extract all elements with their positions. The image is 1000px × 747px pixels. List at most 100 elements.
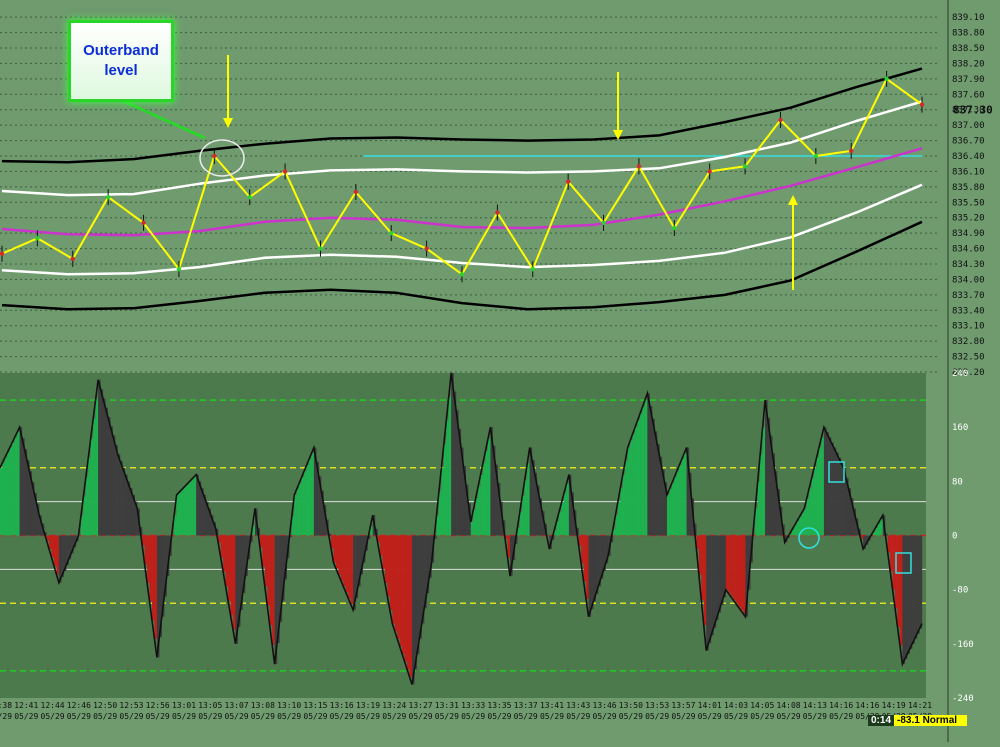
x-date-label: 05/29 (277, 712, 301, 721)
oscillator-bar (845, 477, 849, 536)
oscillator-bar (887, 535, 891, 553)
price-point (530, 266, 535, 272)
oscillator-bar (377, 535, 381, 543)
oscillator-bar (203, 494, 207, 536)
oscillator-bar (232, 535, 236, 630)
oscillator-bar (333, 535, 337, 563)
oscillator-bar (166, 535, 170, 577)
oscillator-bar (527, 463, 530, 536)
oscillator-bar (196, 474, 199, 536)
oscillator-bar (529, 447, 533, 536)
oscillator-bar (335, 535, 339, 569)
annotation-line1: Outerband (83, 42, 159, 59)
oscillator-bar (730, 535, 734, 597)
oscillator-bar (865, 535, 869, 545)
oscillator-bar (289, 535, 292, 538)
oscillator-bar (461, 447, 464, 536)
x-date-label: 05/29 (67, 712, 91, 721)
oscillator-bar (767, 417, 771, 536)
price-tick-label: 837.60 (952, 90, 985, 100)
x-time-label: 12:38 (0, 701, 12, 710)
oscillator-bar (912, 535, 915, 644)
oscillator-bar (796, 521, 800, 536)
x-time-label: 13:31 (435, 701, 459, 710)
price-point (70, 256, 75, 262)
price-tick-label: 832.80 (952, 337, 985, 347)
oscillator-bar (828, 437, 832, 536)
price-tick-label: 837.90 (952, 75, 985, 85)
oscillator-bar (698, 535, 702, 575)
oscillator-bar (789, 533, 793, 536)
oscillator-bar (34, 493, 37, 536)
x-date-label: 05/29 (698, 712, 722, 721)
x-date-label: 05/29 (645, 712, 669, 721)
oscillator-bar (277, 535, 280, 643)
oscillator-bar (304, 471, 307, 536)
x-time-label: 13:46 (593, 701, 617, 710)
price-tick-label: 837.00 (952, 121, 985, 131)
oscillator-bar (490, 427, 494, 536)
oscillator-bar (586, 535, 589, 599)
oscillator-bar (17, 432, 20, 536)
price-point (636, 164, 642, 169)
oscillator-bar (257, 527, 261, 536)
oscillator-bar (524, 479, 528, 536)
status-time: 0:14 (868, 714, 895, 726)
oscillator-bar (519, 511, 523, 536)
x-time-label: 14:08 (777, 701, 801, 710)
oscillator-bar (446, 420, 449, 536)
oscillator-bar (716, 535, 719, 621)
x-time-label: 13:37 (514, 701, 538, 710)
oscillator-bar (816, 457, 820, 536)
oscillator-bar (904, 535, 908, 660)
x-time-label: 13:57 (671, 701, 695, 710)
oscillator-bar (31, 482, 35, 536)
oscillator-bar (387, 535, 391, 597)
x-time-label: 14:16 (829, 701, 853, 710)
x-date-label: 05/29 (172, 712, 196, 721)
x-time-label: 13:05 (198, 701, 222, 710)
oscillator-bar (725, 535, 729, 590)
oscillator-bar (174, 515, 177, 536)
x-time-label: 13:01 (172, 701, 196, 710)
oscillator-bar (853, 508, 856, 536)
price-point (778, 117, 783, 123)
oscillator-bar (188, 482, 192, 536)
oscillator-bar (546, 535, 550, 537)
oscillator-bar (299, 483, 302, 536)
x-time-label: 13:41 (540, 701, 564, 710)
oscillator-bar (654, 431, 658, 536)
oscillator-bar (154, 535, 158, 639)
oscillator-bar (679, 465, 682, 536)
oscillator-bar (424, 535, 427, 609)
oscillator-bar (429, 535, 432, 578)
oscillator-bar (917, 535, 920, 634)
x-time-label: 13:43 (566, 701, 590, 710)
oscillator-bar (760, 454, 763, 536)
oscillator-bar (12, 442, 15, 536)
oscillator-bar (436, 515, 440, 536)
price-point (389, 230, 394, 236)
price-tick-label: 837.30 (952, 106, 985, 116)
oscillator-bar (762, 427, 766, 536)
x-date-label: 05/29 (619, 712, 643, 721)
oscillator-bar (426, 535, 430, 594)
x-time-label: 14:01 (698, 701, 722, 710)
oscillator-bar (740, 535, 744, 610)
oscillator-bar (819, 447, 822, 536)
oscillator-bar (73, 535, 77, 548)
oscillator-bar (208, 508, 212, 536)
x-time-label: 14:16 (855, 701, 879, 710)
oscillator-bar (448, 396, 452, 536)
oscillator-bar (605, 535, 609, 564)
oscillator-bar (578, 535, 582, 546)
x-time-label: 13:10 (277, 701, 301, 710)
oscillator-bar (823, 427, 827, 536)
oscillator-bar (769, 435, 773, 536)
oscillator-bar (85, 477, 89, 536)
oscillator-bar (532, 460, 535, 536)
oscillator-bar (556, 521, 560, 536)
oscillator-bar (630, 440, 633, 536)
price-tick-label: 838.50 (952, 44, 985, 54)
